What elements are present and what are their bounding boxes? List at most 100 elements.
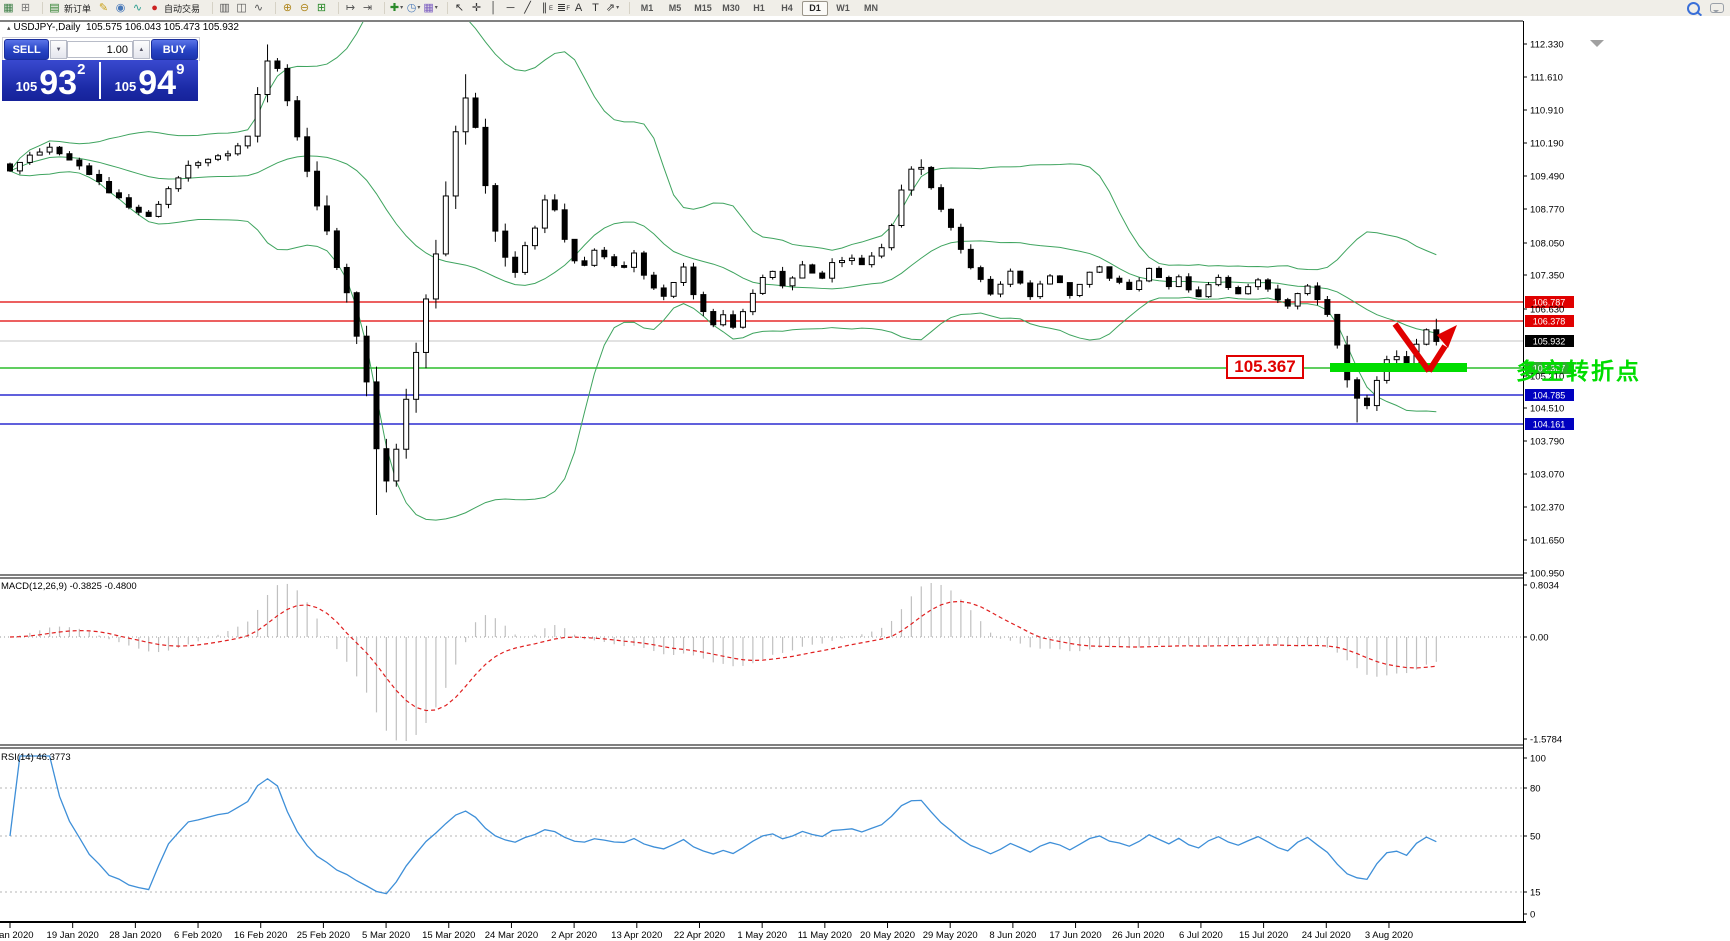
- timeframe-d1[interactable]: D1: [802, 0, 829, 16]
- timeframe-h4[interactable]: H4: [781, 2, 793, 13]
- svg-text:100.950: 100.950: [1530, 569, 1564, 580]
- text-icon[interactable]: A: [574, 2, 583, 14]
- toolbar-items: ▦ ⊞ ▤ 新订单 ✎ ◉ ∿ ● 自动交易 ▥ ◫ ∿ ⊕ ⊖ ⊞ ↦ ⇥ ✚ ▾ ◷ ▾ ▦ ▾ ↖ ✛ │ ─ ╱ ∥ E ≣ F A T ⇗…: [0, 1, 633, 15]
- crosshair-icon[interactable]: ✛: [471, 2, 482, 14]
- svg-text:5 Mar 2020: 5 Mar 2020: [362, 930, 410, 941]
- zoom-in-icon[interactable]: ⊕: [282, 2, 293, 14]
- timeframe-m15[interactable]: M15: [694, 2, 712, 13]
- svg-text:100: 100: [1530, 754, 1546, 765]
- svg-text:22 Apr 2020: 22 Apr 2020: [674, 930, 725, 941]
- svg-text:105.210: 105.210: [1530, 372, 1564, 383]
- svg-text:24 Jul 2020: 24 Jul 2020: [1302, 930, 1351, 941]
- svg-text:15: 15: [1530, 888, 1541, 899]
- periods-icon[interactable]: ◷ ▾: [406, 2, 421, 14]
- svg-text:-1.5784: -1.5784: [1530, 735, 1562, 746]
- svg-text:80: 80: [1530, 784, 1541, 795]
- svg-text:50: 50: [1530, 832, 1541, 843]
- svg-text:15 Jul 2020: 15 Jul 2020: [1239, 930, 1288, 941]
- svg-text:110.190: 110.190: [1530, 139, 1564, 150]
- svg-text:28 Jan 2020: 28 Jan 2020: [109, 930, 161, 941]
- svg-text:8 Jan 2020: 8 Jan 2020: [0, 930, 34, 941]
- timeframe-m5[interactable]: M5: [668, 2, 682, 13]
- svg-text:16 Feb 2020: 16 Feb 2020: [234, 930, 287, 941]
- community-icon[interactable]: ◉: [115, 2, 126, 14]
- toolbar-separator: [206, 2, 214, 14]
- signals-icon[interactable]: ∿: [132, 2, 143, 14]
- svg-text:15 Mar 2020: 15 Mar 2020: [422, 930, 475, 941]
- rsi-indicator-label: RSI(14) 46.3773: [1, 752, 71, 763]
- arrows-icon[interactable]: ⇗ ▾: [605, 2, 620, 14]
- line-chart-icon[interactable]: ∿: [253, 2, 264, 14]
- svg-text:112.330: 112.330: [1530, 40, 1564, 51]
- chart-window[interactable]: 106.787 106.378 105.932 105.367 104.785 104.1…: [0, 16, 1730, 941]
- price-divider: [99, 62, 101, 99]
- toolbar-separator: [332, 2, 340, 14]
- text-label-icon[interactable]: T: [592, 2, 599, 14]
- vertical-line-icon[interactable]: │: [490, 2, 497, 14]
- one-click-trading-panel: SELL ▼ ▲ BUY 105 93 2 105 94 9: [2, 37, 200, 101]
- svg-text:29 May 2020: 29 May 2020: [923, 930, 978, 941]
- tile-windows-icon[interactable]: ⊞: [316, 2, 327, 14]
- autotrading-icon[interactable]: ●: [151, 2, 158, 14]
- svg-text:105.367: 105.367: [1533, 364, 1566, 374]
- chart-shift-icon[interactable]: ⇥: [362, 2, 373, 14]
- macd-indicator-label: MACD(12,26,9) -0.3825 -0.4800: [1, 581, 137, 592]
- volume-decrease-button[interactable]: ▼: [50, 40, 68, 59]
- templates-icon[interactable]: ▦ ▾: [423, 2, 438, 14]
- timeframe-h1[interactable]: H1: [753, 2, 765, 13]
- profiles-icon[interactable]: ⊞: [20, 2, 31, 14]
- chart-canvas[interactable]: 106.787 106.378 105.932 105.367 104.785 104.1…: [0, 16, 1730, 941]
- toolbar-separator: [441, 2, 449, 14]
- timeframe-m1[interactable]: M1: [640, 2, 654, 13]
- toolbar-separator: [378, 2, 386, 14]
- channel-icon[interactable]: ∥ E: [541, 2, 554, 14]
- indicators-icon[interactable]: ✚ ▾: [389, 2, 404, 14]
- svg-text:101.650: 101.650: [1530, 536, 1564, 547]
- sell-button[interactable]: SELL: [4, 39, 50, 60]
- search-icon[interactable]: [1687, 1, 1700, 15]
- timeframe-w1[interactable]: W1: [836, 2, 850, 13]
- volume-increase-button[interactable]: ▲: [133, 40, 150, 59]
- volume-input[interactable]: [67, 41, 134, 58]
- svg-text:103.070: 103.070: [1530, 470, 1564, 481]
- buy-button[interactable]: BUY: [150, 39, 198, 60]
- metaeditor-icon[interactable]: ✎: [98, 2, 109, 14]
- sell-price-point: 2: [77, 61, 86, 78]
- symbol-marker-icon: ▴: [7, 25, 11, 32]
- candlestick-icon[interactable]: ◫: [236, 2, 247, 14]
- svg-text:110.910: 110.910: [1530, 106, 1564, 117]
- fibonacci-icon[interactable]: ≣ F: [556, 2, 571, 14]
- new-order-icon[interactable]: ▤: [49, 2, 60, 14]
- buy-price-pips: 94: [138, 64, 177, 102]
- chart-title: ▴ USDJPY-,Daily 105.575 106.043 105.473 1…: [7, 22, 239, 33]
- svg-text:106.378: 106.378: [1533, 317, 1566, 327]
- new-chart-icon[interactable]: ▦: [3, 2, 14, 14]
- svg-text:1 May 2020: 1 May 2020: [737, 930, 787, 941]
- trendline-icon[interactable]: ╱: [524, 2, 531, 14]
- svg-text:103.790: 103.790: [1530, 437, 1564, 448]
- toolbar-separator: [623, 2, 631, 14]
- svg-text:17 Jun 2020: 17 Jun 2020: [1049, 930, 1101, 941]
- autotrading-button[interactable]: 自动交易: [164, 3, 201, 14]
- reversal-arrow[interactable]: [1385, 315, 1465, 385]
- horizontal-line-icon[interactable]: ─: [506, 2, 515, 14]
- chart-ohlc-values: 105.575 106.043 105.473 105.932: [85, 22, 239, 33]
- new-order-button[interactable]: 新订单: [64, 3, 92, 14]
- cursor-icon[interactable]: ↖: [454, 2, 465, 14]
- svg-text:13 Apr 2020: 13 Apr 2020: [611, 930, 662, 941]
- bar-chart-icon[interactable]: ▥: [219, 2, 230, 14]
- pivot-price-callout[interactable]: 105.367: [1226, 355, 1304, 379]
- pivot-highlight-band[interactable]: [1330, 363, 1467, 372]
- svg-text:104.161: 104.161: [1533, 420, 1566, 430]
- svg-text:104.510: 104.510: [1530, 404, 1564, 415]
- sell-price[interactable]: 105 93 2: [2, 60, 99, 101]
- auto-scroll-icon[interactable]: ↦: [345, 2, 356, 14]
- timeframe-mn[interactable]: MN: [864, 2, 879, 13]
- timeframe-m30[interactable]: M30: [722, 2, 740, 13]
- svg-text:109.490: 109.490: [1530, 172, 1564, 183]
- buy-price[interactable]: 105 94 9: [101, 60, 198, 101]
- chat-icon[interactable]: [1710, 3, 1724, 13]
- pivot-annotation-text[interactable]: 多空转折点: [1516, 358, 1641, 384]
- zoom-out-icon[interactable]: ⊖: [299, 2, 310, 14]
